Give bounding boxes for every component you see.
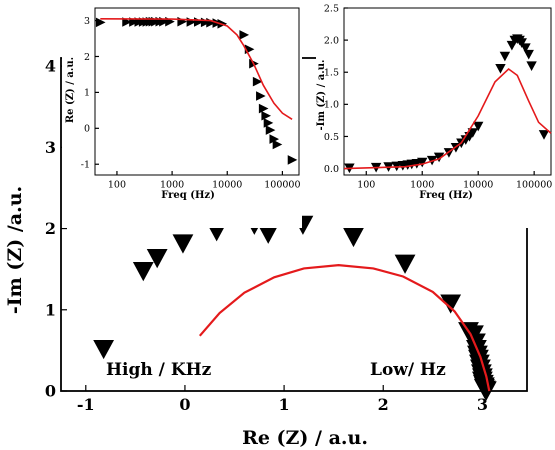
x-tick-label: 100 [108,180,126,191]
fit-line [100,18,293,120]
inset-right-axes: 100 1000 10000 100000 0.0 0.5 1.0 1.5 2.0 2.5 [324,3,552,190]
fit-line [198,263,491,392]
data-point [239,30,250,40]
plot-frame [343,7,552,176]
data-point [146,249,168,269]
x-tick-label: 1 [279,395,290,414]
y-tick-label: 1 [45,300,56,319]
inset-right-y-axis-label: -Im (Z) / a.u. [316,60,327,131]
x-tick-label: 0 [179,395,190,414]
annotation-high-freq: High / KHz [106,360,212,380]
data-point [472,121,484,132]
data-point [93,339,115,360]
data-point [523,49,534,60]
data-point [256,91,266,101]
inset-left-axes: 100 1000 10000 100000 -1 0 1 2 3 [81,7,301,191]
data-point [265,125,276,135]
x-tick-label: -1 [77,395,95,414]
data-point [257,224,279,244]
y-tick-label: 0 [45,382,56,401]
plot-frame [94,7,300,176]
y-tick-label: 0.5 [324,132,339,143]
data-point [394,254,416,274]
inset-left-marks [95,16,298,165]
data-point [440,294,462,314]
data-point [95,17,106,28]
y-tick-label: -1 [81,160,90,171]
data-point [526,61,537,72]
inset-left-panel: 100 1000 10000 100000 -1 0 1 2 3 Freq (Hz) Re (Z… [62,0,302,228]
data-point [258,103,269,114]
x-tick-label: 100 [357,180,375,191]
inset-right-x-axis-label: Freq (Hz) [419,190,473,201]
data-point [272,139,283,150]
data-point [538,130,550,140]
data-point [417,157,428,168]
data-point [269,134,280,144]
y-tick-label: 2 [84,52,90,63]
x-tick-label: 100000 [264,180,300,191]
inset-left-x-axis-label: Freq (Hz) [161,190,215,201]
annotation-low-freq: Low/ Hz [370,360,446,380]
inset-left-y-axis-label: Re (Z) / a.u. [65,57,76,123]
x-tick-label: 3 [477,395,488,414]
main-x-axis-label: Re (Z) / a.u. [242,427,368,449]
data-point [499,51,511,62]
data-point [132,261,154,282]
data-point [172,234,194,254]
data-point [433,152,445,163]
y-tick-label: 2.0 [324,35,339,46]
data-point [263,118,274,128]
data-point [495,63,506,74]
y-tick-label: 1 [84,88,90,99]
x-tick-label: 1000 [410,180,434,191]
y-tick-label: 0.0 [324,164,339,175]
fit-line [343,67,552,170]
data-point [467,128,478,138]
data-point [516,38,527,48]
data-point [343,227,364,248]
y-tick-label: 3 [45,138,56,157]
data-point [252,76,263,87]
main-y-axis-label: -Im (Z) /a.u. [4,186,26,314]
y-tick-label: 2 [45,219,56,238]
data-point [287,155,298,165]
x-tick-label: 1000 [160,180,184,191]
y-tick-label: 0 [84,124,90,135]
x-tick-label: 100000 [516,180,552,191]
data-point [261,110,271,121]
y-tick-label: 3 [84,16,90,27]
y-tick-label: 4 [45,57,56,76]
x-tick-label: 10000 [212,180,242,191]
y-tick-label: 1.0 [324,100,339,111]
y-tick-label: 1.5 [324,68,339,79]
data-point [475,381,497,401]
x-tick-label: 10000 [463,180,493,191]
x-tick-label: 2 [378,395,389,414]
inset-right-panel: 100 1000 10000 100000 0.0 0.5 1.0 1.5 2.0 2.5 Fre… [316,0,554,228]
data-point [520,43,531,54]
inset-right-marks [343,34,552,174]
y-tick-label: 2.5 [324,3,339,14]
